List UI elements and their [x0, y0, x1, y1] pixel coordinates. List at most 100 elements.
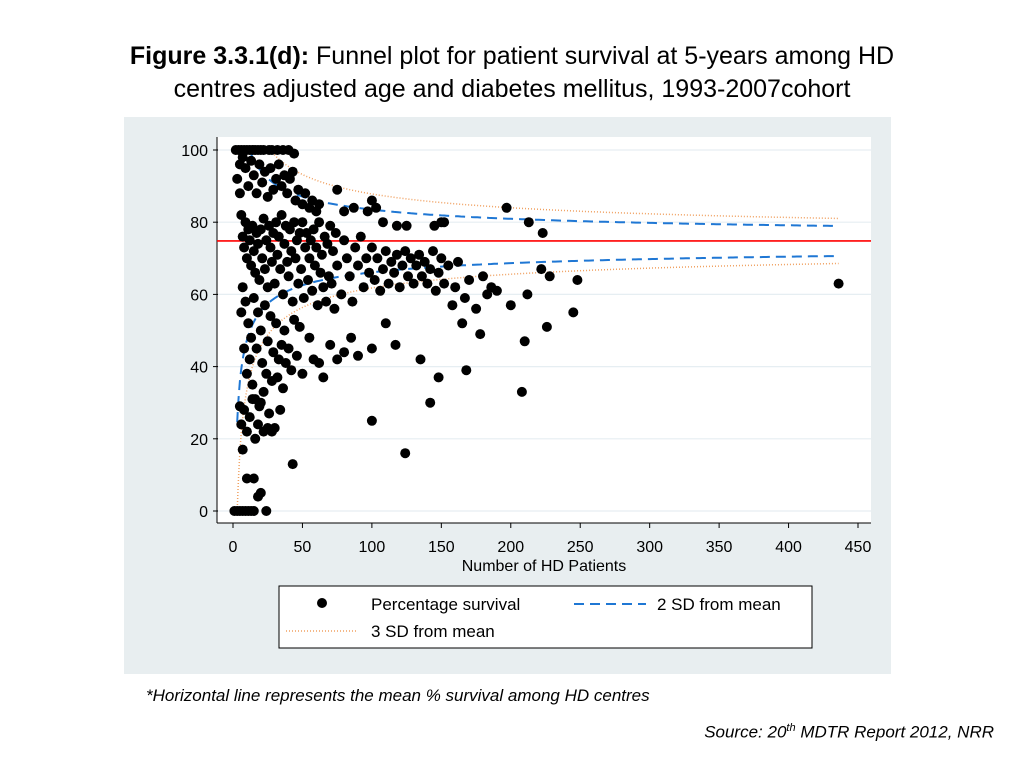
data-point — [293, 278, 304, 289]
figure-title: Figure 3.3.1(d): Funnel plot for patient… — [0, 40, 1024, 106]
data-point — [237, 152, 248, 163]
data-point — [237, 282, 248, 293]
data-point — [361, 253, 372, 264]
data-point — [336, 289, 347, 300]
data-point — [355, 231, 366, 242]
data-point — [234, 188, 245, 199]
data-point — [282, 256, 293, 267]
data-point — [259, 300, 270, 311]
data-point — [439, 217, 450, 228]
data-point — [282, 188, 293, 199]
data-point — [271, 318, 282, 329]
data-point — [366, 343, 377, 354]
data-point — [289, 314, 300, 325]
data-point — [244, 235, 255, 246]
data-point — [353, 260, 363, 271]
data-point — [265, 163, 276, 174]
source-note: Source: 20th MDTR Report 2012, NRR — [704, 722, 994, 743]
data-point — [239, 404, 250, 415]
data-point — [241, 426, 252, 437]
legend-label-3sd: 3 SD from mean — [371, 622, 495, 641]
data-point — [286, 365, 297, 376]
data-point — [272, 372, 283, 383]
data-point — [307, 285, 318, 296]
upper-2sd-limit — [237, 149, 839, 227]
data-point — [254, 159, 265, 170]
data-point — [339, 206, 350, 217]
data-point — [453, 256, 463, 267]
data-point — [478, 271, 488, 282]
data-point — [246, 155, 257, 166]
data-point — [414, 249, 425, 260]
data-point — [255, 487, 266, 498]
data-point — [297, 217, 308, 228]
data-point — [422, 278, 433, 289]
data-point — [541, 321, 552, 332]
y-tick-label: 100 — [181, 143, 208, 160]
data-point — [314, 199, 325, 210]
x-axis-label: Number of HD Patients — [462, 558, 627, 575]
data-point — [241, 368, 252, 379]
data-point — [273, 159, 284, 170]
data-point — [833, 278, 844, 289]
data-point — [380, 246, 391, 257]
data-point — [248, 506, 259, 516]
data-point — [369, 275, 380, 285]
data-point — [436, 253, 447, 264]
data-point — [344, 271, 355, 282]
data-point — [240, 163, 251, 174]
data-point — [272, 249, 283, 260]
y-tick-label: 0 — [199, 504, 208, 521]
data-point — [328, 246, 338, 257]
data-point — [318, 282, 329, 293]
data-point — [523, 217, 534, 228]
data-point — [447, 300, 458, 311]
data-point — [318, 372, 329, 383]
data-point — [253, 238, 263, 249]
data-point — [471, 303, 482, 314]
lower-3sd-limit — [236, 262, 839, 512]
data-point — [248, 473, 259, 484]
data-point — [300, 188, 311, 199]
figure-number: Figure 3.3.1(d): — [129, 42, 310, 70]
data-point — [391, 220, 402, 231]
legend-box — [278, 585, 813, 649]
data-point — [254, 275, 265, 285]
x-tick-label: 350 — [706, 539, 733, 556]
data-point — [255, 224, 266, 235]
data-point — [266, 426, 277, 437]
data-point — [255, 397, 266, 408]
data-point — [279, 238, 290, 249]
data-point — [246, 332, 257, 343]
data-point — [425, 397, 436, 408]
data-point — [316, 249, 327, 260]
data-point — [415, 354, 426, 365]
data-point — [364, 267, 375, 278]
data-point — [239, 242, 250, 253]
data-point — [275, 404, 286, 415]
data-point — [433, 372, 444, 383]
x-tick-label: 450 — [845, 539, 872, 556]
data-point — [248, 293, 259, 303]
data-point — [330, 228, 341, 238]
data-point — [276, 210, 287, 220]
data-point — [265, 242, 276, 253]
legend-label-points: Percentage survival — [371, 595, 520, 614]
data-point — [362, 206, 373, 217]
data-point — [400, 246, 411, 257]
data-point — [348, 202, 359, 213]
data-point — [232, 173, 243, 184]
data-point — [283, 343, 294, 354]
data-point — [257, 177, 268, 188]
data-point — [386, 256, 397, 267]
data-point — [294, 321, 305, 332]
data-point — [358, 282, 369, 293]
data-point — [325, 339, 336, 350]
legend: Percentage survival 2 SD from mean 3 SD … — [278, 585, 813, 649]
source-suffix: MDTR Report 2012, NRR — [795, 722, 994, 742]
data-point — [278, 383, 288, 394]
data-point — [322, 238, 333, 249]
y-tick-label: 40 — [190, 360, 208, 377]
data-point — [321, 296, 332, 307]
